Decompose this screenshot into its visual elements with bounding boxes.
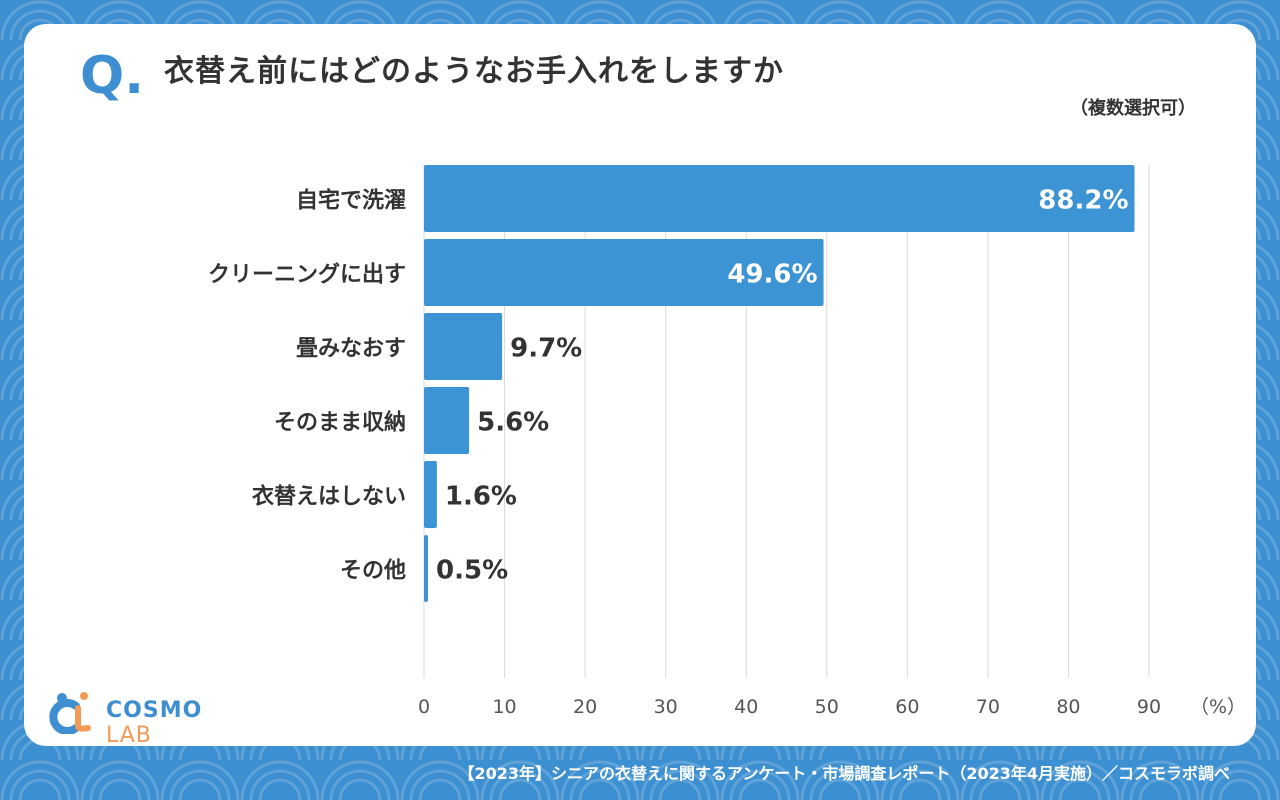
category-label: クリーニングに出す (208, 262, 406, 288)
source-footer: 【2023年】シニアの衣替えに関するアンケート・市場調査レポート（2023年4月… (458, 764, 1230, 783)
x-tick-label: 60 (895, 696, 919, 718)
x-unit-label: （%） (1190, 696, 1246, 718)
category-label: そのまま収納 (274, 410, 406, 436)
label-layer: 0 10 20 30 40 50 60 70 80 90 （%） 自宅で洗濯 88.2% クリーニングに出… (208, 186, 1246, 719)
question-title: 衣替え前にはどのようなお手入れをしますか (164, 54, 784, 89)
value-label: 1.6% (445, 482, 517, 512)
multiple-choice-note: （複数選択可） (1070, 98, 1196, 119)
category-label: 畳みなおす (296, 337, 406, 362)
logo-text: COSMO LAB (106, 698, 248, 748)
bar (424, 239, 824, 306)
x-tick-label: 10 (492, 696, 516, 718)
value-label: 49.6% (727, 260, 817, 290)
x-tick-label: 50 (815, 696, 839, 718)
value-label: 9.7% (510, 334, 582, 364)
bar (424, 313, 503, 380)
bar (424, 535, 429, 602)
bar (424, 165, 1135, 232)
x-tick-label: 30 (654, 696, 678, 718)
cosmo-lab-logo: COSMO LAB (48, 690, 248, 748)
bar (424, 461, 437, 528)
x-tick-label: 40 (734, 696, 758, 718)
category-label: 衣替えはしない (252, 484, 406, 510)
value-label: 0.5% (436, 556, 508, 586)
bar (424, 387, 470, 454)
category-label: その他 (340, 559, 406, 584)
chart-card (24, 24, 1256, 746)
logo-text-sub: LAB (106, 723, 152, 748)
bar-layer (424, 165, 1135, 602)
logo-icon (49, 692, 91, 735)
value-label: 5.6% (477, 408, 549, 438)
x-tick-label: 90 (1137, 696, 1161, 718)
logo-text-main: COSMO (106, 698, 203, 723)
x-tick-label: 70 (976, 696, 1000, 718)
x-tick-label: 0 (418, 696, 430, 718)
x-tick-label: 80 (1056, 696, 1080, 718)
value-label: 88.2% (1038, 186, 1128, 216)
question-mark: Q. (80, 46, 144, 106)
x-tick-label: 20 (573, 696, 597, 718)
category-label: 自宅で洗濯 (296, 188, 406, 214)
